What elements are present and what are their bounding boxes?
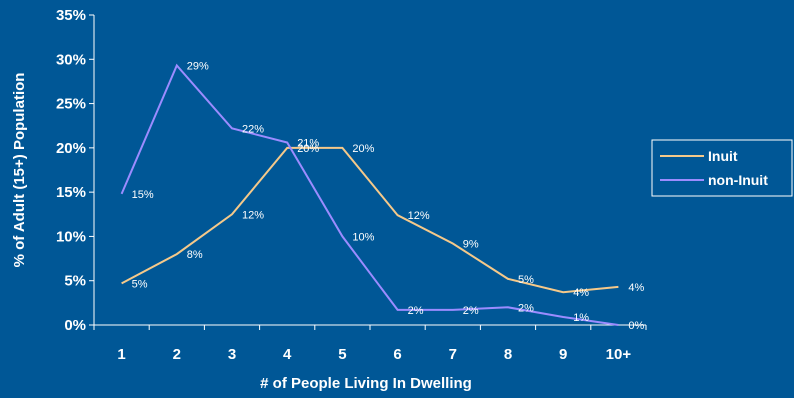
data-label: 22%	[242, 123, 264, 135]
data-label: 10%	[352, 231, 374, 243]
data-label: 8%	[187, 249, 203, 261]
data-label: 0%	[628, 320, 644, 332]
data-label: 2%	[518, 302, 534, 314]
y-tick-label: 5%	[64, 273, 86, 290]
y-tick-label: 30%	[56, 51, 86, 68]
x-tick-label: 7	[449, 346, 457, 363]
x-tick-label: 6	[393, 346, 401, 363]
y-axis-ticks: 0% 5% 10% 15% 20% 25% 30% 35%	[56, 7, 94, 334]
x-tick-label: 4	[283, 346, 292, 363]
data-label: 9%	[463, 239, 479, 251]
data-labels: 5% 8% 12% 20% 20% 12% 9% 5% 4% 4% 15% 29% 22% 21% 10% 2…	[132, 60, 645, 332]
x-tick-label: 5	[338, 346, 346, 363]
series-line-inuit	[121, 146, 619, 294]
y-tick-label: 15%	[56, 184, 86, 201]
y-tick-label: 35%	[56, 7, 86, 24]
y-tick-label: 0%	[64, 317, 86, 334]
data-label: 2%	[463, 305, 479, 317]
data-label: 5%	[132, 278, 148, 290]
x-tick-label: 3	[228, 346, 236, 363]
legend-label: non-Inuit	[708, 172, 768, 188]
data-label: 2%	[408, 305, 424, 317]
x-axis-title: # of People Living In Dwelling	[260, 375, 472, 392]
data-label: 21%	[297, 138, 319, 150]
data-label: 12%	[242, 209, 264, 221]
data-label: 15%	[132, 189, 154, 201]
legend-label: Inuit	[708, 148, 738, 164]
x-tick-label: 1	[117, 346, 125, 363]
x-tick-label: 8	[504, 346, 512, 363]
series-line-non-inuit	[120, 63, 619, 326]
data-label: 5%	[518, 274, 534, 286]
data-label: 20%	[297, 143, 319, 155]
y-tick-label: 20%	[56, 140, 86, 157]
y-tick-label: 25%	[56, 96, 86, 113]
legend: Inuit non-Inuit	[651, 139, 793, 197]
data-label: 1%	[573, 312, 589, 324]
y-axis-title: % of Adult (15+) Population	[11, 73, 28, 268]
x-axis-ticks: 1 2 3 4 5 6 7 8 9 10+	[93, 325, 647, 363]
data-label: 4%	[573, 287, 589, 299]
y-tick-label: 10%	[56, 228, 86, 245]
series-layer	[120, 63, 619, 326]
data-label: 12%	[408, 210, 430, 222]
x-tick-label: 9	[559, 346, 567, 363]
data-label: 20%	[352, 143, 374, 155]
data-label: 4%	[628, 282, 644, 294]
legend-box	[651, 139, 793, 197]
x-tick-label: 2	[173, 346, 181, 363]
x-tick-label: 10+	[606, 346, 632, 363]
data-label: 29%	[187, 60, 209, 72]
